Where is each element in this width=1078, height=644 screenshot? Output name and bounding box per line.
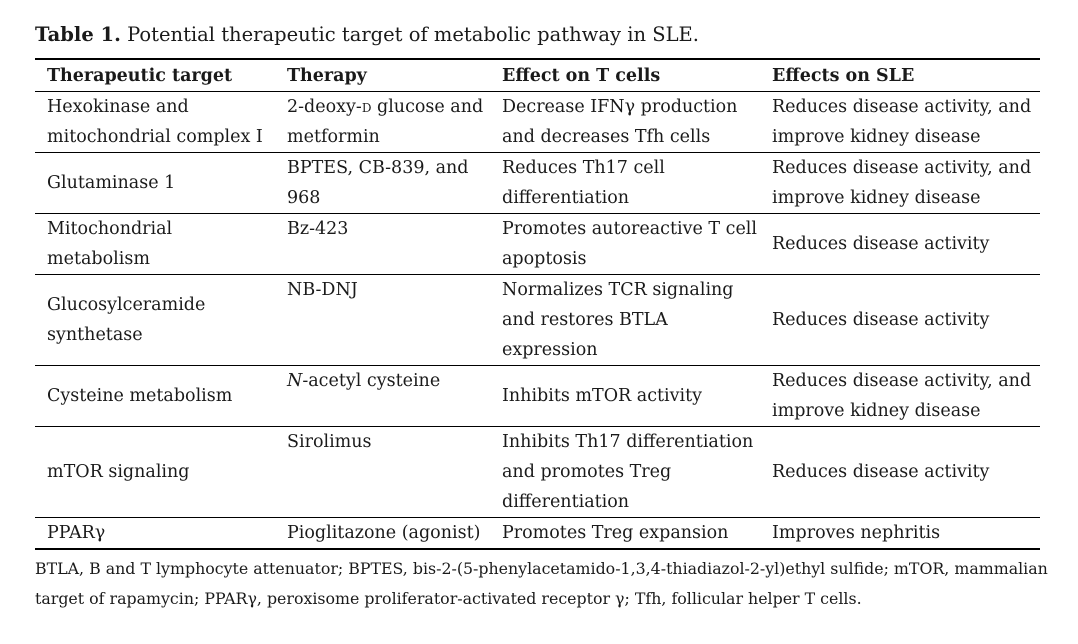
cell-therapy: 2-deoxy-d glucose and metformin [275,92,490,153]
table-figure: Table 1. Potential therapeutic target of… [35,20,1048,614]
cell-effect-sle: Reduces disease activity, and improve ki… [772,371,1032,421]
therapy-rest: -acetyl cysteine [302,371,441,391]
cell-effect-sle: Improves nephritis [772,523,941,543]
cell-target: Glucosylceramide synthetase [47,295,206,345]
cell-target: mTOR signaling [47,462,190,482]
therapy-italic: N [287,371,303,391]
cell-therapy: Pioglitazone (agonist) [287,523,481,543]
table-row: Glutaminase 1 BPTES, CB-839, and 968 Red… [35,153,1040,214]
cell-effect-t: Reduces Th17 cell differentiation [502,158,665,208]
table-row: Glucosylceramide synthetase NB-DNJ Norma… [35,275,1040,366]
cell-target: Glutaminase 1 [47,173,176,193]
cell-effect-sle: Reduces disease activity [772,234,990,254]
header-therapeutic-target: Therapeutic target [35,59,275,92]
table-footnote: BTLA, B and T lymphocyte attenuator; BPT… [35,559,1048,608]
cell-therapy: NB-DNJ [287,280,358,300]
therapeutic-targets-table: Therapeutic target Therapy Effect on T c… [35,58,1040,550]
table-header-row: Therapeutic target Therapy Effect on T c… [35,59,1040,92]
cell-effect-t: Inhibits mTOR activity [502,386,703,406]
cell-effect-sle: Reduces disease activity, and improve ki… [772,97,1032,147]
therapy-text-pre: 2-deoxy- [287,97,362,117]
cell-target: Hexokinase and mitochondrial complex I [47,97,263,147]
cell-effect-sle: Reduces disease activity [772,310,990,330]
cell-therapy: Bz-423 [287,219,349,239]
cell-therapy: BPTES, CB-839, and 968 [287,158,469,208]
header-effects-on-sle: Effects on SLE [760,59,1040,92]
therapy-smallcap: d [361,97,372,117]
cell-effect-t: Decrease IFNγ production and decreases T… [502,97,738,147]
cell-effect-t: Promotes Treg expansion [502,523,729,543]
header-therapy: Therapy [275,59,490,92]
cell-therapy: N-acetyl cysteine [275,366,490,427]
cell-target: PPARγ [47,523,106,543]
header-effect-on-t-cells: Effect on T cells [490,59,760,92]
cell-effect-t: Promotes autoreactive T cell apoptosis [502,219,757,269]
table-row: mTOR signaling Sirolimus Inhibits Th17 d… [35,427,1040,518]
cell-effect-sle: Reduces disease activity [772,462,990,482]
table-row: Mitochondrial metabolism Bz-423 Promotes… [35,214,1040,275]
therapy-text-post: glucose and metformin [287,97,484,147]
cell-effect-sle: Reduces disease activity, and improve ki… [772,158,1032,208]
cell-therapy: Sirolimus [287,432,372,452]
table-caption: Table 1. Potential therapeutic target of… [35,20,1040,50]
table-row: Hexokinase and mitochondrial complex I 2… [35,92,1040,153]
cell-target: Cysteine metabolism [47,386,233,406]
table-row: PPARγ Pioglitazone (agonist) Promotes Tr… [35,518,1040,550]
table-label: Table 1. [35,23,121,46]
cell-effect-t: Inhibits Th17 differentiation and promot… [502,432,754,512]
table-row: Cysteine metabolism N-acetyl cysteine In… [35,366,1040,427]
table-caption-text: Potential therapeutic target of metaboli… [127,23,699,46]
cell-target: Mitochondrial metabolism [47,219,173,269]
cell-effect-t: Normalizes TCR signaling and restores BT… [502,280,734,360]
